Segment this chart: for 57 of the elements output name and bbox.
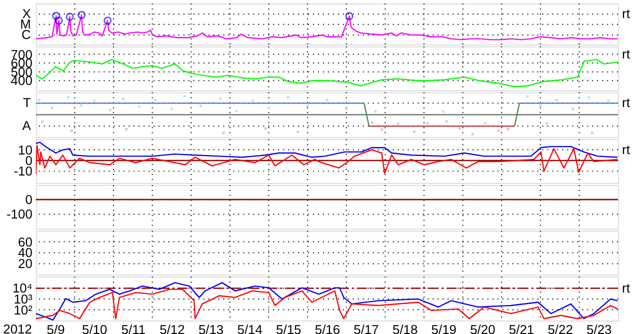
point — [251, 100, 254, 102]
x-tick-label: 5/12 — [160, 322, 185, 334]
text: rt — [622, 95, 630, 110]
text: A — [22, 118, 32, 134]
text: rt — [622, 142, 630, 157]
point — [296, 130, 300, 134]
point — [50, 106, 54, 110]
x-tick-label: 5/16 — [314, 322, 340, 334]
point — [154, 98, 157, 102]
x-tick-label: 5/18 — [392, 322, 418, 334]
x-tick-label: 5/23 — [586, 322, 612, 334]
x-tick-label: 5/15 — [276, 322, 302, 334]
y-tick-label: -100 — [6, 206, 32, 222]
x-tick-label: 5/17 — [354, 322, 379, 334]
y-tick-label: 0 — [25, 192, 32, 208]
x-tick-label: 5/21 — [508, 322, 534, 334]
x-tick-label: 5/20 — [470, 322, 496, 334]
text: rt — [622, 280, 630, 296]
point — [122, 97, 124, 100]
point — [506, 128, 510, 130]
point — [484, 122, 487, 125]
x-tick-label: 5/10 — [82, 322, 108, 334]
point — [183, 95, 186, 98]
line-series — [36, 282, 618, 321]
x-tick-label: 5/19 — [431, 322, 456, 334]
point — [555, 98, 558, 102]
point — [38, 98, 40, 102]
point — [125, 128, 128, 130]
point — [306, 104, 309, 108]
point — [235, 110, 238, 112]
point — [200, 104, 202, 108]
point — [138, 105, 141, 108]
point — [396, 122, 400, 126]
point — [413, 130, 416, 134]
point — [326, 98, 328, 102]
y-tick-label: 10 — [18, 142, 32, 158]
point — [497, 129, 500, 132]
text: rt — [622, 6, 630, 22]
point — [442, 110, 445, 113]
x-tick-label: 5/13 — [198, 322, 224, 334]
x-tick-label: 5/22 — [548, 322, 573, 334]
x-tick-label: 5/14 — [237, 322, 262, 334]
line-series — [36, 58, 618, 88]
line-series — [36, 144, 618, 175]
line-series — [36, 288, 618, 320]
point — [92, 100, 96, 102]
text: rt — [622, 46, 630, 62]
point — [70, 129, 73, 132]
line-series — [36, 142, 618, 158]
text: T — [22, 95, 31, 110]
point — [546, 122, 548, 125]
y-tick-label: 60 — [18, 234, 32, 250]
x-tick-label: 5/11 — [121, 322, 146, 334]
x-tick-label: 5/9 — [46, 322, 65, 334]
point — [607, 99, 610, 102]
x-axis-title: 2012 — [3, 321, 32, 334]
y-tick-label: 20 — [18, 256, 32, 272]
